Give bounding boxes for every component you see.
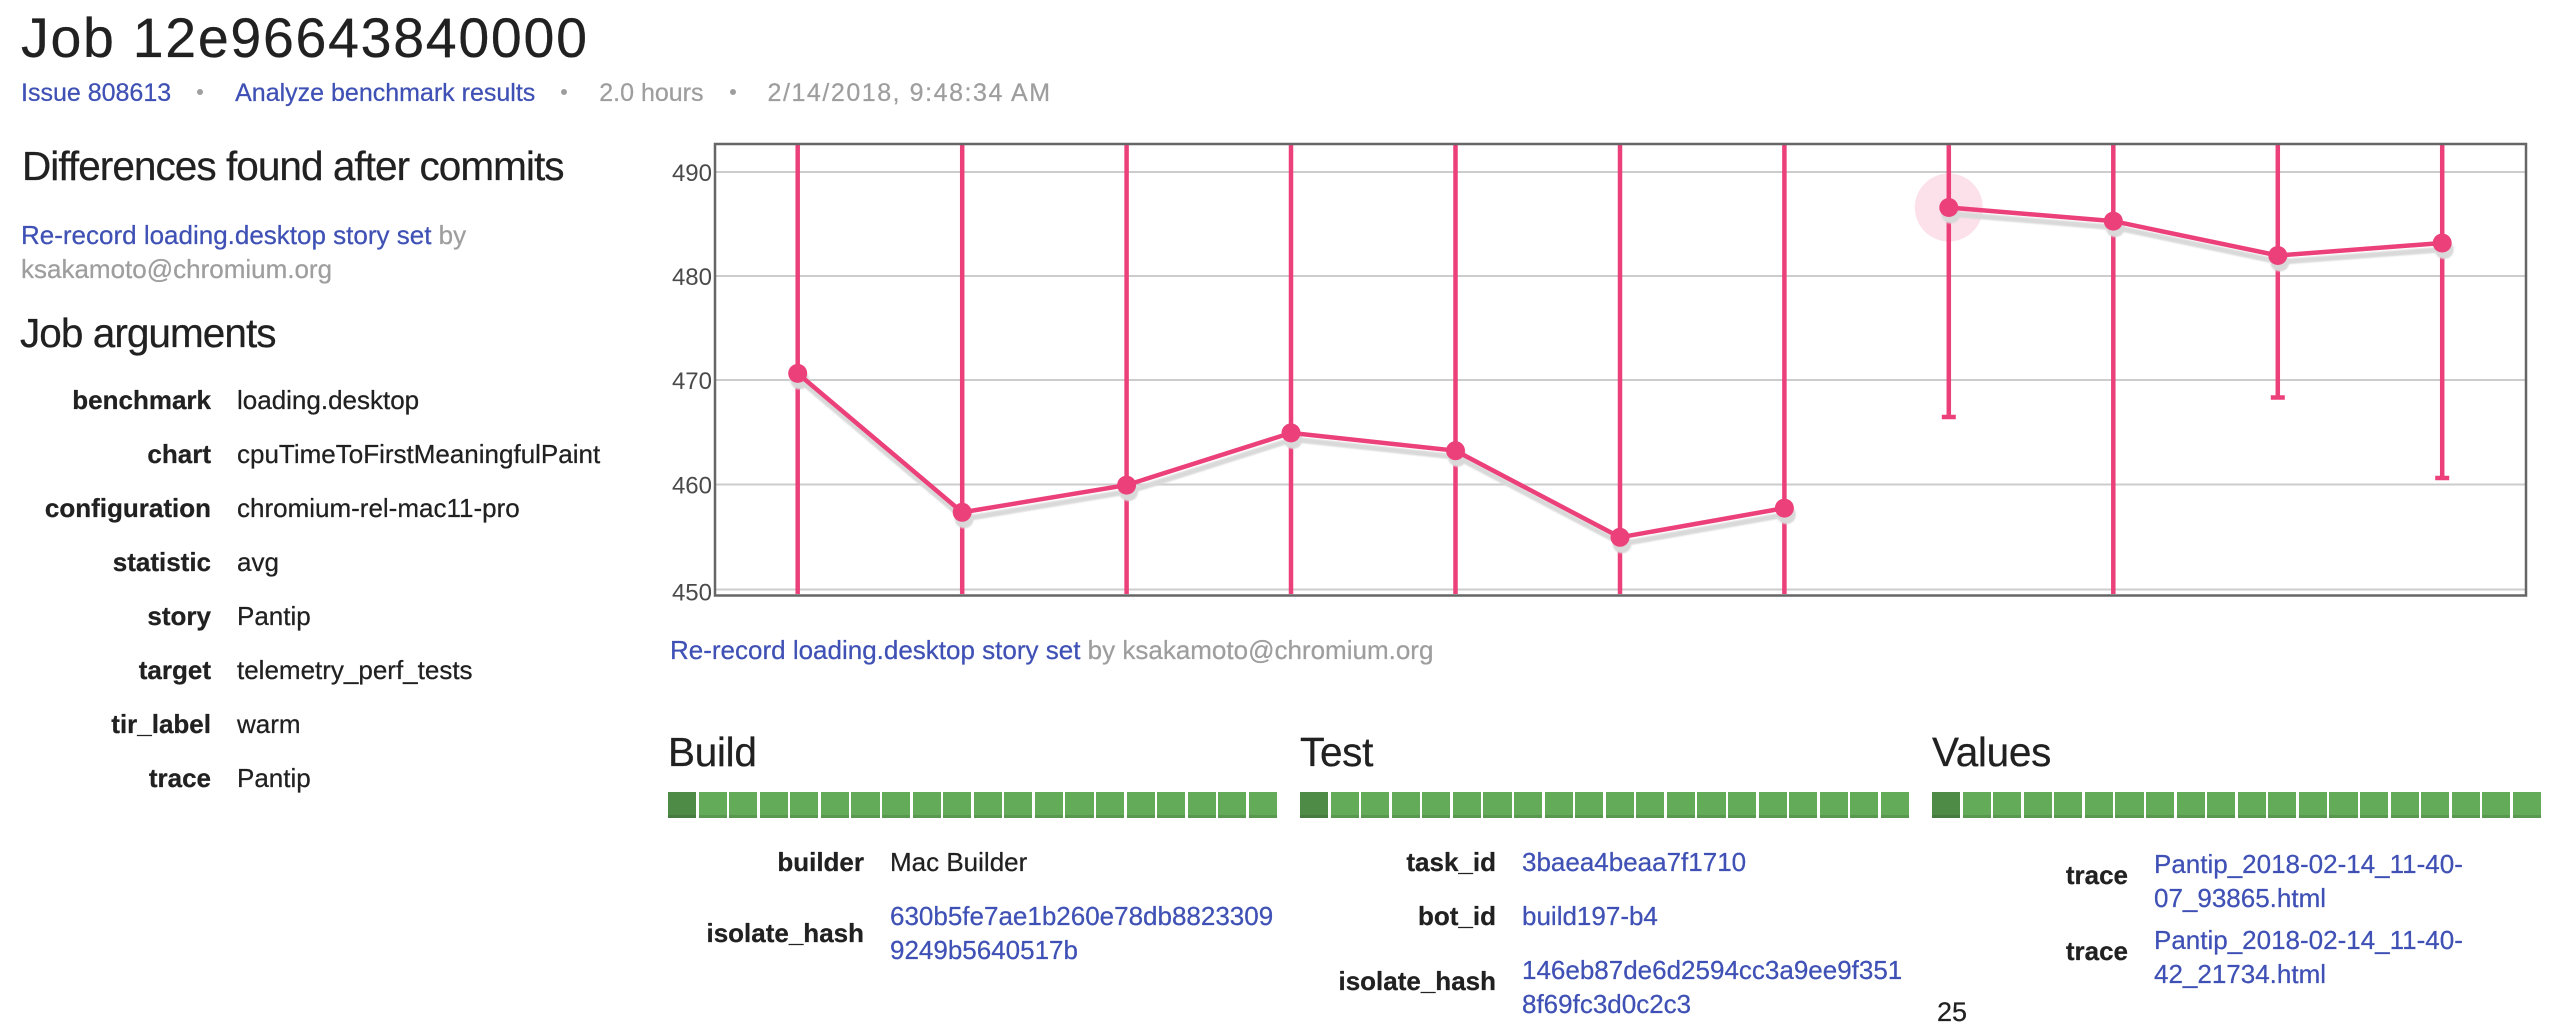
svg-text:460: 460 [672, 473, 712, 500]
svg-text:470: 470 [672, 368, 712, 395]
svg-text:490: 490 [672, 160, 712, 187]
svg-text:480: 480 [672, 264, 712, 291]
svg-text:450: 450 [672, 580, 712, 607]
